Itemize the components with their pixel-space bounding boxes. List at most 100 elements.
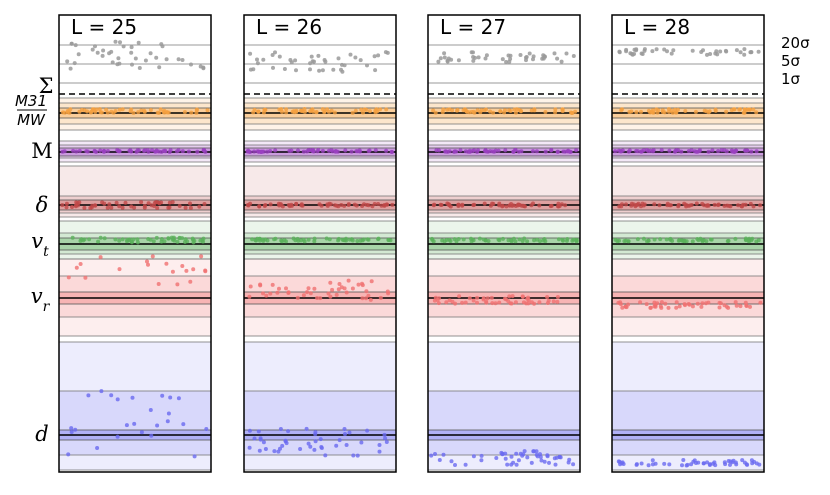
vt-point	[282, 238, 287, 243]
vt-point	[501, 236, 505, 241]
d-point	[646, 463, 651, 468]
d-point	[132, 421, 137, 426]
ratio-point	[619, 108, 624, 113]
d-point	[522, 449, 527, 454]
d-point	[471, 454, 476, 459]
sigma-point	[73, 43, 78, 48]
d-point	[437, 458, 442, 462]
sigma-point	[136, 40, 141, 45]
d-point	[355, 453, 360, 458]
sigma-point	[734, 48, 739, 53]
points-layer	[60, 39, 763, 468]
delta-point	[706, 203, 711, 208]
sigma-point	[484, 53, 489, 58]
delta-point	[702, 203, 707, 208]
vr-point	[356, 282, 361, 287]
ratio-point	[92, 108, 97, 113]
d-point	[109, 393, 114, 398]
ratio-point	[683, 109, 688, 113]
ratio-point	[322, 109, 327, 114]
vr-point	[526, 301, 531, 306]
mass-point	[493, 148, 498, 153]
sigma-point	[738, 50, 743, 55]
sigma-point	[342, 63, 347, 68]
delta-point	[447, 202, 451, 207]
d-point	[73, 427, 78, 432]
vr-point	[66, 275, 71, 280]
mass-point	[186, 149, 191, 154]
vt-point	[273, 236, 278, 241]
ratio-point	[651, 108, 655, 113]
vr-point	[738, 304, 743, 309]
d-point	[479, 453, 484, 458]
mass-point	[252, 149, 257, 154]
delta-point	[652, 202, 657, 207]
delta-point	[333, 203, 337, 208]
mass-point	[743, 148, 748, 153]
mass-point	[543, 149, 548, 154]
sigma-point	[471, 50, 475, 55]
vt-point	[677, 238, 682, 242]
vt-point	[469, 236, 473, 241]
vt-point	[646, 238, 651, 243]
d-point	[304, 426, 309, 431]
d-point	[258, 437, 263, 442]
vr-point	[471, 298, 476, 303]
sigma-point	[69, 41, 74, 46]
ratio-point	[97, 107, 102, 112]
sigma-level-label: 1σ	[781, 70, 801, 88]
d-point	[278, 427, 283, 431]
vt-point	[560, 237, 565, 242]
delta-point	[114, 200, 119, 205]
ratio-point	[639, 109, 643, 114]
mass-point	[168, 148, 173, 153]
vr-point	[690, 304, 695, 309]
vr-point	[150, 254, 155, 259]
ratio-point	[478, 110, 483, 115]
d-point	[463, 462, 468, 467]
vr-point	[699, 304, 704, 309]
d-point	[728, 459, 733, 464]
sigma-point	[671, 48, 676, 53]
vt-point	[744, 238, 749, 243]
ratio-point	[738, 107, 743, 112]
sigma-point	[456, 58, 461, 63]
sigma-point	[524, 58, 528, 63]
sigma-point	[270, 53, 275, 57]
delta-point	[64, 205, 69, 210]
sigma-level-label: 20σ	[781, 34, 810, 52]
delta-point	[529, 203, 534, 208]
mass-point	[511, 149, 516, 154]
ratio-point	[251, 110, 256, 115]
delta-point	[739, 204, 744, 209]
sigma-point	[699, 50, 704, 54]
ratio-point	[707, 109, 712, 114]
mass-point	[634, 148, 639, 153]
ratio-point	[256, 109, 261, 114]
delta-point	[300, 203, 305, 208]
sigma-point	[154, 55, 159, 60]
d-point	[705, 460, 710, 465]
d-point	[192, 454, 197, 459]
d-point	[525, 455, 530, 460]
mass-point	[273, 148, 278, 153]
vr-point	[457, 294, 462, 299]
ratio-point	[298, 108, 303, 113]
delta-point	[507, 203, 512, 208]
ratio-point	[359, 107, 364, 112]
vr-point	[467, 296, 472, 301]
d-point	[521, 452, 526, 457]
ratio-point	[148, 108, 153, 112]
d-point	[441, 452, 446, 457]
d-point	[531, 449, 536, 454]
vr-point	[146, 262, 150, 267]
mass-point	[258, 149, 263, 154]
vt-point	[696, 238, 701, 243]
delta-point	[268, 202, 273, 207]
mass-point	[150, 148, 154, 153]
mass-point	[367, 148, 372, 153]
sigma-point	[331, 67, 336, 72]
d-point	[313, 430, 318, 435]
vt-point	[538, 239, 542, 244]
frames-layer	[58, 14, 765, 473]
